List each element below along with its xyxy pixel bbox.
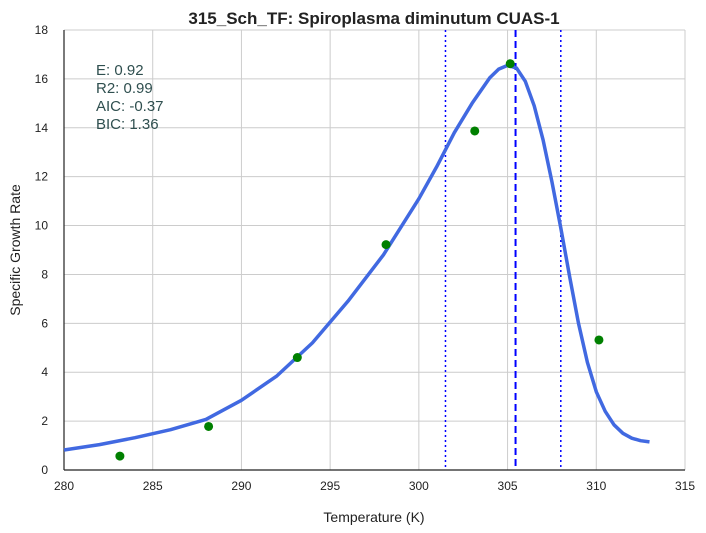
y-tick-label: 18 bbox=[35, 23, 49, 37]
y-tick-label: 8 bbox=[41, 267, 48, 281]
stat-line: E: 0.92 bbox=[96, 62, 144, 79]
x-tick-label: 305 bbox=[498, 479, 518, 493]
reference-lines bbox=[444, 30, 562, 470]
y-axis-label: Specific Growth Rate bbox=[7, 184, 23, 316]
x-tick-label: 310 bbox=[586, 479, 606, 493]
data-point bbox=[381, 240, 391, 250]
grid-lines bbox=[63, 29, 686, 471]
data-point bbox=[204, 421, 214, 431]
y-tick-label: 4 bbox=[41, 365, 48, 379]
chart-title: 315_Sch_TF: Spiroplasma diminutum CUAS-1 bbox=[188, 9, 559, 28]
data-point bbox=[594, 335, 604, 345]
data-point bbox=[115, 451, 125, 461]
y-tick-label: 10 bbox=[35, 219, 49, 233]
x-tick-labels: 280 285 290 295 300 305 310 315 bbox=[54, 479, 695, 493]
y-tick-label: 14 bbox=[35, 121, 49, 135]
data-point bbox=[292, 353, 302, 363]
y-tick-labels: 0 2 4 6 8 10 12 14 16 18 bbox=[35, 23, 49, 477]
data-point bbox=[470, 126, 480, 136]
axes bbox=[63, 30, 685, 471]
y-tick-label: 0 bbox=[41, 463, 48, 477]
y-tick-label: 2 bbox=[41, 414, 48, 428]
x-tick-label: 300 bbox=[409, 479, 429, 493]
stat-line: BIC: 1.36 bbox=[96, 116, 159, 133]
x-tick-label: 295 bbox=[320, 479, 340, 493]
y-tick-label: 12 bbox=[35, 170, 49, 184]
stat-line: R2: 0.99 bbox=[96, 80, 153, 97]
data-point bbox=[505, 59, 515, 69]
x-tick-label: 290 bbox=[231, 479, 251, 493]
y-tick-label: 16 bbox=[35, 72, 49, 86]
y-tick-label: 6 bbox=[41, 316, 48, 330]
x-axis-label: Temperature (K) bbox=[323, 509, 424, 525]
x-tick-label: 280 bbox=[54, 479, 74, 493]
stat-line: AIC: -0.37 bbox=[96, 98, 164, 115]
x-tick-label: 285 bbox=[143, 479, 163, 493]
data-points bbox=[115, 59, 604, 461]
x-tick-label: 315 bbox=[675, 479, 695, 493]
